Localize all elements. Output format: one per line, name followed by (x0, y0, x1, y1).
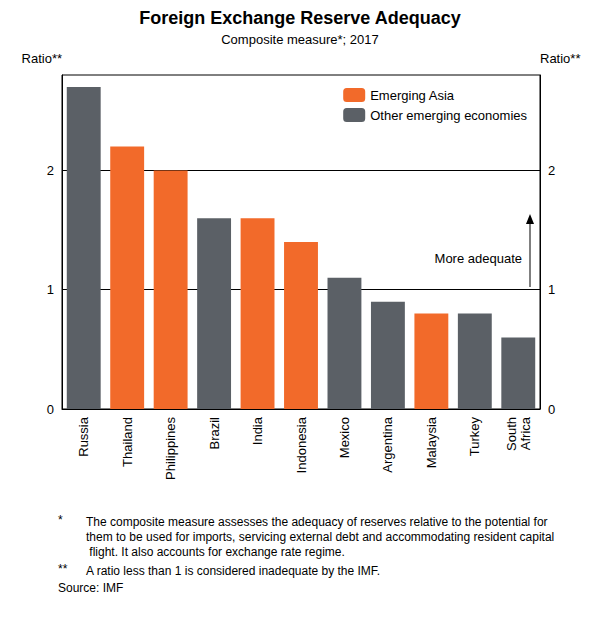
svg-text:More adequate: More adequate (435, 251, 522, 266)
svg-text:0: 0 (47, 402, 54, 417)
svg-text:*: * (58, 513, 63, 527)
svg-text:Thailand: Thailand (120, 417, 135, 467)
svg-text:**: ** (58, 562, 68, 576)
svg-text:Emerging Asia: Emerging Asia (370, 88, 455, 103)
svg-text:A ratio less than 1 is conside: A ratio less than 1 is considered inadeq… (86, 564, 380, 578)
svg-text:1: 1 (47, 282, 54, 297)
svg-text:flight. It also accounts for e: flight. It also accounts for exchange ra… (86, 545, 345, 559)
svg-text:Other emerging economies: Other emerging economies (370, 108, 527, 123)
svg-text:them to be used for imports, s: them to be used for imports, servicing e… (86, 530, 554, 544)
svg-text:Composite measure*; 2017: Composite measure*; 2017 (221, 32, 379, 47)
svg-text:South: South (504, 417, 519, 451)
svg-text:0: 0 (548, 402, 555, 417)
svg-text:Africa: Africa (518, 416, 533, 450)
svg-text:Turkey: Turkey (467, 417, 482, 457)
svg-text:1: 1 (548, 282, 555, 297)
svg-text:Brazil: Brazil (207, 417, 222, 450)
svg-text:Argentina: Argentina (380, 416, 395, 472)
svg-text:Mexico: Mexico (337, 417, 352, 458)
svg-text:Foreign Exchange Reserve Adequ: Foreign Exchange Reserve Adequacy (139, 8, 460, 28)
svg-text:India: India (250, 416, 265, 445)
svg-text:Ratio**: Ratio** (540, 51, 580, 66)
svg-text:Philippines: Philippines (163, 417, 178, 480)
svg-text:Russia: Russia (76, 416, 91, 457)
svg-text:Malaysia: Malaysia (424, 416, 439, 468)
svg-text:Ratio**: Ratio** (22, 51, 62, 66)
svg-text:2: 2 (47, 163, 54, 178)
svg-text:The composite measure assesses: The composite measure assesses the adequ… (86, 515, 551, 529)
svg-text:Indonesia: Indonesia (294, 416, 309, 473)
svg-text:2: 2 (548, 163, 555, 178)
svg-text:Source: IMF: Source: IMF (58, 581, 123, 595)
